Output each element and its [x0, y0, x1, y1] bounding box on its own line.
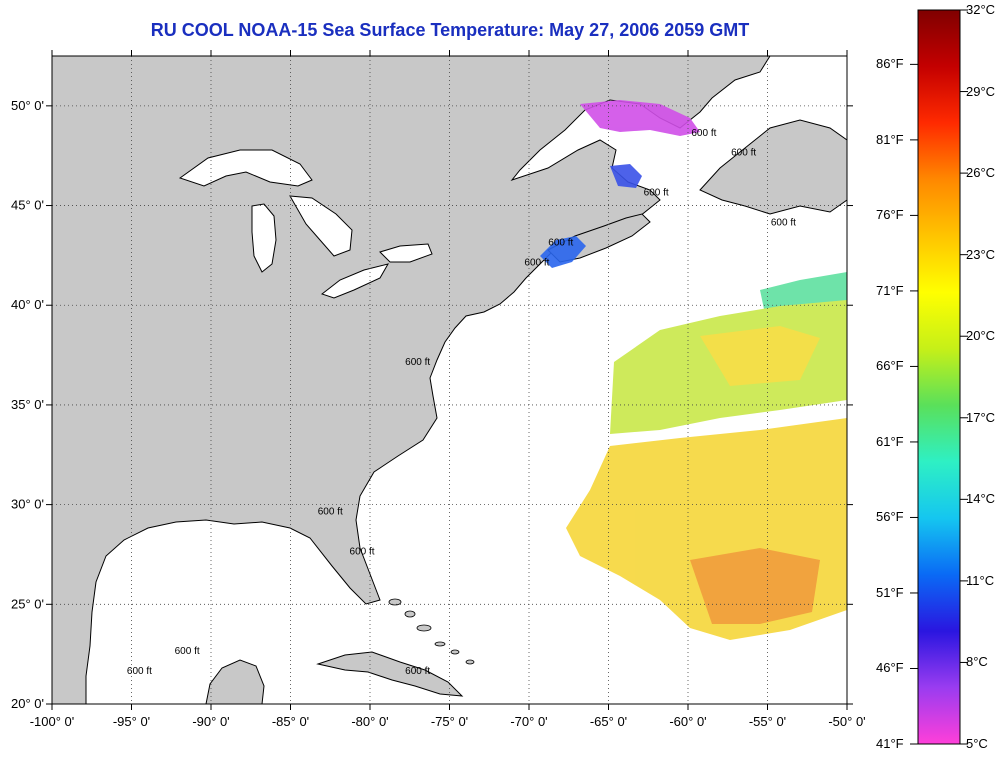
lon-tick-label: -55° 0': [749, 714, 786, 729]
sst-colorbar: [917, 9, 961, 745]
newfoundland-landmass: [699, 119, 847, 215]
isobath-label: 600 ft: [127, 666, 152, 677]
celsius-label: 17°C: [966, 410, 996, 425]
lat-tick-label: 40° 0': [11, 297, 44, 312]
map-title: RU COOL NOAA-15 Sea Surface Temperature:…: [150, 20, 750, 40]
celsius-label: 29°C: [966, 84, 996, 99]
lon-tick-label: -90° 0': [192, 714, 229, 729]
sst-imagery: [540, 100, 847, 640]
lon-tick-label: -75° 0': [431, 714, 468, 729]
isobath-label: 600 ft: [405, 666, 430, 677]
lon-tick-label: -50° 0': [828, 714, 865, 729]
fahrenheit-label: 56°F: [876, 509, 904, 524]
map-frame: [51, 55, 848, 705]
yucatan-landmass: [205, 659, 265, 704]
sst-nova-scotia-blue: [540, 236, 586, 268]
lon-tick-label: -65° 0': [590, 714, 627, 729]
lat-tick-label: 30° 0': [11, 497, 44, 512]
lat-tick-label: 25° 0': [11, 596, 44, 611]
lat-tick-label: 35° 0': [11, 397, 44, 412]
fahrenheit-label: 41°F: [876, 736, 904, 751]
sst-lower-band-orange: [690, 548, 820, 624]
isobath-labels: 600 ft 600 ft 600 ft 600 ft 600 ft 600 ft 600 …: [127, 128, 796, 677]
lon-tick-label: -100° 0': [30, 714, 75, 729]
fahrenheit-label: 66°F: [876, 358, 904, 373]
lon-tick-label: -85° 0': [272, 714, 309, 729]
celsius-label: 20°C: [966, 328, 996, 343]
fahrenheit-label: 71°F: [876, 283, 904, 298]
celsius-label: 26°C: [966, 165, 996, 180]
bahamas-islands: [388, 598, 475, 665]
celsius-label: 11°C: [966, 573, 995, 588]
isobath-label: 600 ft: [350, 546, 375, 557]
sst-st-lawrence-blue: [610, 164, 642, 188]
lake-ontario: [379, 243, 433, 263]
lon-tick-label: -60° 0': [669, 714, 706, 729]
lake-superior: [178, 149, 313, 187]
lake-huron: [289, 195, 353, 257]
isobath-label: 600 ft: [318, 507, 343, 518]
lake-erie: [320, 263, 390, 299]
isobath-label: 600 ft: [644, 188, 669, 199]
fahrenheit-label: 81°F: [876, 132, 904, 147]
fahrenheit-label: 86°F: [876, 56, 904, 71]
sst-upper-band-warm: [700, 326, 820, 386]
isobath-label: 600 ft: [731, 148, 756, 159]
isobath-label: 600 ft: [405, 357, 430, 368]
fahrenheit-label: 46°F: [876, 660, 904, 675]
celsius-label: 8°C: [966, 654, 988, 669]
latitude-labels: 50° 0' 45° 0' 40° 0' 35° 0' 30° 0' 25° 0' 20° …: [11, 98, 44, 711]
lake-michigan: [251, 203, 277, 273]
lon-tick-label: -80° 0': [351, 714, 388, 729]
isobath-label: 600 ft: [548, 237, 573, 248]
lon-tick-label: -70° 0': [510, 714, 547, 729]
fahrenheit-label: 76°F: [876, 207, 904, 222]
fahrenheit-label: 61°F: [876, 434, 904, 449]
lat-tick-label: 50° 0': [11, 98, 44, 113]
celsius-label: 5°C: [966, 736, 988, 751]
lat-tick-label: 45° 0': [11, 198, 44, 213]
isobath-label: 600 ft: [691, 128, 716, 139]
lat-tick-label: 20° 0': [11, 696, 44, 711]
lon-tick-label: -95° 0': [113, 714, 150, 729]
fahrenheit-label: 51°F: [876, 585, 904, 600]
longitude-labels: -100° 0' -95° 0' -90° 0' -85° 0' -80° 0' -75°…: [30, 714, 866, 729]
colorbar-ticks: [910, 9, 968, 745]
isobath-label: 600 ft: [524, 257, 549, 268]
isobath-label: 600 ft: [175, 646, 200, 657]
isobath-label: 600 ft: [771, 217, 796, 228]
cuba-landmass: [316, 651, 464, 697]
sst-gulf-of-st-lawrence: [580, 100, 700, 136]
north-america-landmass: [52, 56, 771, 704]
celsius-label: 14°C: [966, 491, 996, 506]
celsius-label: 23°C: [966, 247, 996, 262]
celsius-label: 32°C: [966, 2, 996, 17]
